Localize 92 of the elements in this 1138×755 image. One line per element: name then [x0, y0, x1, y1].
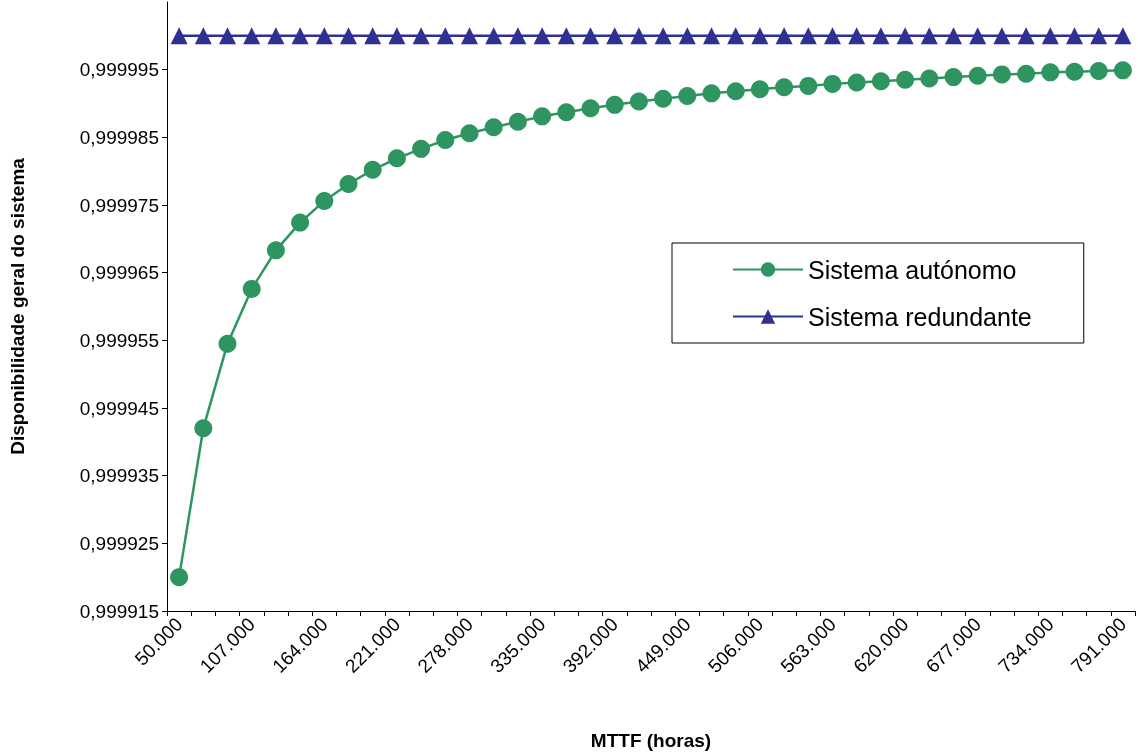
point	[267, 27, 285, 45]
point	[799, 27, 817, 45]
point	[823, 74, 842, 93]
point	[872, 27, 890, 45]
point	[629, 92, 648, 111]
point	[944, 68, 963, 87]
point	[582, 27, 599, 45]
point	[340, 27, 357, 45]
point	[871, 72, 890, 91]
legend-label: Sistema autónomo	[808, 255, 1017, 284]
point	[194, 27, 212, 45]
point	[388, 27, 406, 45]
point	[1089, 62, 1108, 81]
point	[605, 95, 624, 114]
point	[920, 27, 938, 45]
y-axis-title: Disponibilidade geral do sistema	[7, 157, 28, 455]
point	[436, 27, 454, 45]
point	[896, 70, 915, 89]
point	[243, 27, 261, 45]
point	[533, 107, 552, 126]
point	[848, 27, 866, 45]
point	[170, 27, 188, 45]
point	[436, 131, 455, 150]
y-tick-label: 0,999985	[79, 126, 159, 148]
point	[945, 27, 962, 45]
point	[751, 27, 769, 45]
point	[1114, 27, 1132, 45]
point	[291, 27, 309, 45]
point	[1065, 62, 1084, 81]
point	[968, 66, 987, 85]
point	[775, 27, 793, 45]
point	[461, 27, 478, 45]
point	[508, 112, 527, 131]
point	[654, 27, 672, 45]
point	[339, 175, 358, 194]
point	[630, 27, 648, 45]
point	[775, 78, 794, 97]
point	[992, 65, 1011, 84]
point	[266, 241, 285, 260]
point	[460, 124, 479, 143]
point	[750, 80, 769, 99]
legend-label: Sistema redundante	[808, 302, 1032, 331]
point	[847, 73, 866, 92]
y-tick-label: 0,999995	[79, 59, 159, 81]
point	[315, 191, 334, 210]
y-tick-label: 0,999975	[79, 194, 159, 216]
point	[1113, 61, 1132, 80]
point	[702, 84, 721, 103]
point	[824, 27, 841, 45]
x-axis-title: MTTF (horas)	[590, 730, 712, 751]
point	[799, 76, 818, 95]
point	[557, 103, 576, 122]
point	[1041, 63, 1060, 82]
point	[993, 27, 1011, 45]
point	[315, 27, 333, 45]
point	[557, 27, 575, 45]
point	[969, 27, 987, 45]
point	[1017, 64, 1036, 83]
point	[678, 87, 697, 106]
point	[291, 213, 310, 232]
point	[920, 69, 939, 88]
point	[678, 27, 696, 45]
point	[242, 279, 261, 298]
point	[1090, 27, 1108, 45]
point	[412, 27, 430, 45]
point	[606, 27, 624, 45]
point	[726, 82, 745, 101]
point	[1041, 27, 1059, 45]
point	[194, 419, 213, 438]
point	[703, 27, 720, 45]
point	[364, 27, 382, 45]
point	[727, 27, 745, 45]
point	[581, 99, 600, 118]
y-tick-label: 0,999925	[79, 532, 159, 554]
y-tick-label: 0,999945	[79, 397, 159, 419]
y-tick-label: 0,999955	[79, 329, 159, 351]
point	[363, 160, 382, 179]
y-tick-label: 0,999935	[79, 465, 159, 487]
point	[170, 568, 189, 587]
point	[485, 27, 503, 45]
point	[412, 139, 431, 158]
point	[484, 118, 503, 137]
point	[533, 27, 551, 45]
point	[219, 27, 236, 45]
point	[1066, 27, 1083, 45]
point	[654, 89, 673, 108]
point	[218, 334, 237, 353]
point	[509, 27, 527, 45]
point	[387, 149, 406, 168]
point	[1017, 27, 1035, 45]
point	[896, 27, 914, 45]
y-tick-label: 0,999965	[79, 262, 159, 284]
